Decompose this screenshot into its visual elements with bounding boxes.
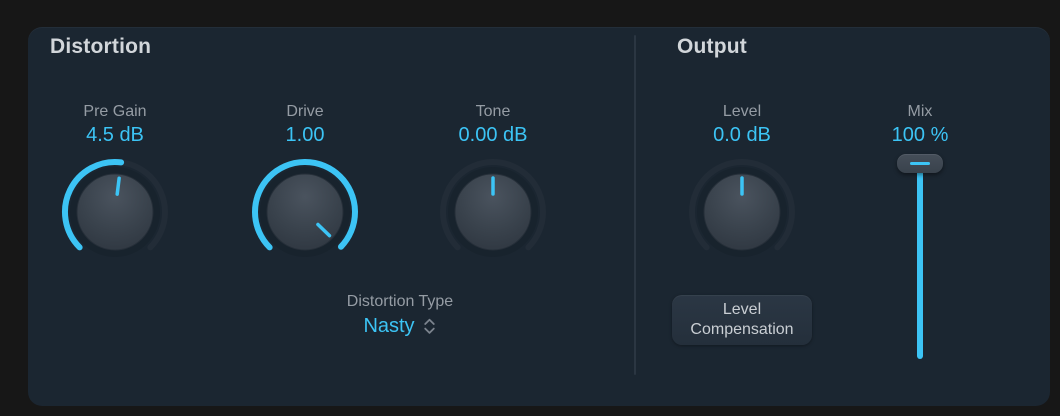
mix-slider-grip-line [910,162,930,165]
distortion-plugin-panel: Distortion Pre Gain 4.5 dB Drive 1.00 To… [28,27,1050,406]
level-compensation-button[interactable]: Level Compensation [672,295,812,345]
tone-value[interactable]: 0.00 dB [458,124,528,146]
mix-slider-track[interactable] [917,165,923,359]
level-compensation-line1: Level [722,301,762,318]
popup-chevrons-icon [422,317,437,336]
drive-label: Drive [286,103,324,120]
mix-label: Mix [907,103,933,120]
drive-knob[interactable] [250,157,360,267]
level-compensation-line2: Compensation [690,321,794,338]
tone-label: Tone [475,103,511,120]
pre-gain-value[interactable]: 4.5 dB [86,124,144,146]
section-divider [634,35,636,375]
output-level-value[interactable]: 0.0 dB [713,124,771,146]
output-level-knob[interactable] [687,157,797,267]
mix-value[interactable]: 100 % [891,124,949,146]
tone-knob[interactable] [438,157,548,267]
pre-gain-label: Pre Gain [83,103,147,120]
distortion-type-value: Nasty [363,315,415,337]
pre-gain-knob[interactable] [60,157,170,267]
distortion-type-label: Distortion Type [346,293,454,310]
mix-slider-handle[interactable] [897,154,943,173]
distortion-section-title: Distortion [50,35,152,58]
output-section-title: Output [677,35,748,58]
drive-value[interactable]: 1.00 [285,124,325,146]
distortion-type-popup[interactable]: Nasty [290,315,510,338]
output-level-label: Level [722,103,762,120]
